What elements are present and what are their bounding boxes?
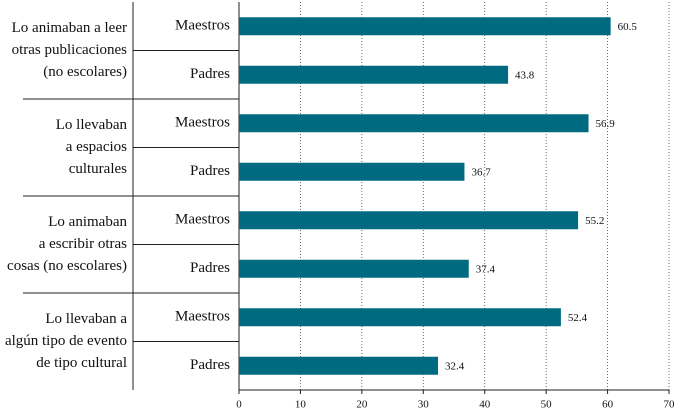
value-label: 55.2 [585, 215, 604, 227]
row-label: Maestros [175, 309, 230, 325]
row-label: Padres [190, 163, 230, 179]
bar [239, 259, 469, 278]
group-label: Lo llevaban a [45, 311, 127, 327]
x-tick-label: 60 [602, 399, 614, 411]
group-label: a escribir otras [39, 236, 127, 252]
group-label: de tipo cultural [36, 355, 127, 371]
value-label: 37.4 [476, 263, 496, 275]
x-tick-label: 70 [664, 399, 676, 411]
row-label: Maestros [175, 18, 230, 34]
group-label: Lo llevaban [56, 117, 128, 133]
group-label: cosas (no escolares) [7, 258, 127, 274]
group-label: Lo animaban [48, 214, 127, 230]
bar [239, 356, 439, 375]
row-label: Maestros [175, 115, 230, 131]
value-label: 52.4 [568, 312, 588, 324]
row-label: Padres [190, 260, 230, 276]
x-tick-label: 30 [418, 399, 430, 411]
value-label: 56.9 [596, 118, 616, 130]
bar [239, 162, 465, 181]
value-label: 32.4 [445, 360, 465, 372]
group-label: culturales [69, 161, 127, 177]
bar [239, 308, 561, 327]
value-label: 36.7 [471, 166, 491, 178]
group-label: (no escolares) [43, 64, 127, 80]
group-label: Lo animaban a leer [12, 20, 127, 36]
row-label: Padres [190, 357, 230, 373]
row-label: Maestros [175, 212, 230, 228]
bar [239, 114, 589, 133]
group-label: otras publicaciones [12, 42, 128, 58]
bar [239, 65, 509, 84]
value-label: 43.8 [515, 69, 535, 81]
x-tick-label: 50 [541, 399, 553, 411]
group-label: algún tipo de evento [5, 333, 127, 349]
bar [239, 17, 611, 36]
group-label: a espacios [66, 139, 127, 155]
value-label: 60.5 [618, 21, 638, 33]
row-label: Padres [190, 66, 230, 82]
x-tick-label: 40 [479, 399, 491, 411]
x-tick-label: 20 [356, 399, 368, 411]
x-tick-label: 10 [295, 399, 307, 411]
x-tick-label: 0 [236, 399, 242, 411]
bar [239, 211, 579, 230]
